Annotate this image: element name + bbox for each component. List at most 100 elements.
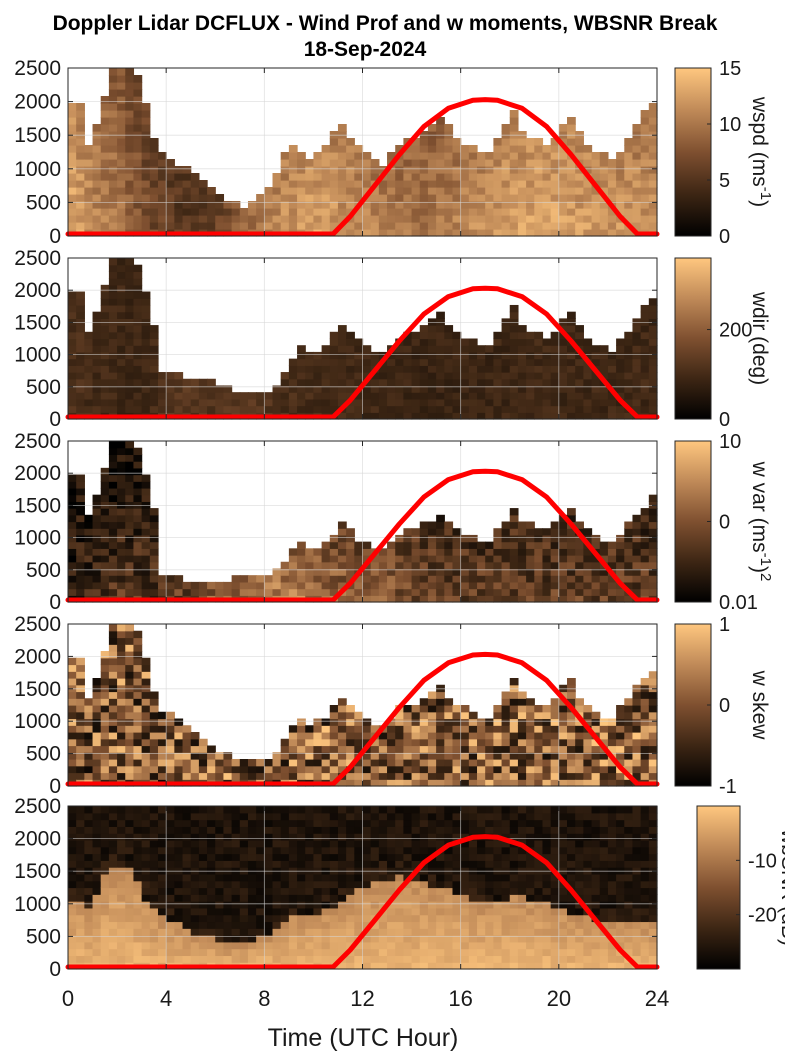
heatmap-cell <box>485 738 494 747</box>
heatmap-cell <box>403 907 413 916</box>
heatmap-cell <box>337 194 347 202</box>
heatmap-cell <box>329 873 339 882</box>
heatmap-cell <box>100 664 110 672</box>
heatmap-cell <box>231 819 241 827</box>
heatmap-cell <box>648 124 658 132</box>
heatmap-cell <box>452 880 462 889</box>
heatmap-cell <box>68 588 77 596</box>
heatmap-cell <box>100 372 110 380</box>
heatmap-cell <box>583 405 593 413</box>
heatmap-cell <box>509 412 519 420</box>
heatmap-cell <box>477 948 486 957</box>
heatmap-cell <box>215 392 225 400</box>
heatmap-cell <box>534 392 544 400</box>
heatmap-cell <box>452 928 462 936</box>
heatmap-cell <box>337 338 347 346</box>
heatmap-cell <box>558 338 568 346</box>
heatmap-cell <box>346 705 355 713</box>
heatmap-cell <box>247 765 257 774</box>
heatmap-cell <box>419 887 429 895</box>
heatmap-cell <box>174 812 184 821</box>
heatmap-cell <box>141 508 151 516</box>
y-tick-label: 2000 <box>14 91 61 114</box>
heatmap-cell <box>444 955 454 963</box>
heatmap-cell <box>607 173 617 181</box>
heatmap-cell <box>182 860 192 868</box>
heatmap-cell <box>117 575 126 583</box>
heatmap-cell <box>648 110 658 118</box>
heatmap-cell <box>68 846 77 855</box>
heatmap-cell <box>558 365 568 373</box>
heatmap-cell <box>387 732 396 740</box>
heatmap-cell <box>133 358 143 366</box>
heatmap-cell <box>427 215 437 223</box>
heatmap-cell <box>607 166 617 174</box>
heatmap-cell <box>624 338 634 346</box>
heatmap-cell <box>76 215 85 223</box>
heatmap-cell <box>92 311 102 319</box>
heatmap-cell <box>256 581 265 590</box>
heatmap-cell <box>485 935 494 943</box>
heatmap-cell <box>297 928 306 936</box>
heatmap-cell <box>141 291 151 299</box>
heatmap-cell <box>387 955 396 963</box>
heatmap-cell <box>550 201 560 209</box>
heatmap-cell <box>108 487 118 496</box>
heatmap-cell <box>149 392 159 400</box>
heatmap-cell <box>100 561 110 570</box>
heatmap-cell <box>125 68 135 76</box>
heatmap-cell <box>444 853 454 861</box>
heatmap-cell <box>321 358 331 366</box>
heatmap-cell <box>231 405 241 413</box>
heatmap-cell <box>493 385 503 393</box>
heatmap-cell <box>387 948 396 957</box>
heatmap-cell <box>190 208 200 216</box>
heatmap-cell <box>517 338 527 346</box>
heatmap-cell <box>558 345 568 353</box>
heatmap-cell <box>329 358 339 366</box>
heatmap-cell <box>452 338 462 346</box>
heatmap-cell <box>239 887 249 895</box>
heatmap-cell <box>149 914 159 923</box>
heatmap-cell <box>427 331 437 340</box>
heatmap-cell <box>329 880 339 889</box>
heatmap-cell <box>436 514 445 523</box>
heatmap-cell <box>509 117 519 125</box>
heatmap-cell <box>591 358 601 366</box>
heatmap-cell <box>149 698 159 706</box>
heatmap-cell <box>68 901 77 909</box>
heatmap-cell <box>452 378 462 387</box>
heatmap-cell <box>108 89 118 97</box>
y-tick-label: 500 <box>26 191 61 214</box>
heatmap-cell <box>256 812 265 821</box>
heatmap-cell <box>468 935 478 943</box>
heatmap-cell <box>280 819 290 827</box>
heatmap-cell <box>133 901 143 909</box>
heatmap-cell <box>485 166 494 174</box>
heatmap-cell <box>68 907 77 916</box>
heatmap-cell <box>517 222 527 230</box>
heatmap-cell <box>117 494 126 502</box>
heatmap-cell <box>92 187 102 195</box>
heatmap-cell <box>395 765 404 774</box>
heatmap-cell <box>68 338 77 346</box>
heatmap-cell <box>370 928 380 936</box>
heatmap-cell <box>288 806 298 814</box>
heatmap-cell <box>468 405 478 413</box>
heatmap-cell <box>542 201 552 209</box>
heatmap-cell <box>207 887 216 895</box>
heatmap-cell <box>517 765 527 774</box>
heatmap-cell <box>346 955 355 963</box>
heatmap-cell <box>575 180 584 188</box>
heatmap-cell <box>395 914 404 923</box>
heatmap-cell <box>616 187 625 195</box>
heatmap-cell <box>567 765 576 774</box>
heatmap-cell <box>68 110 77 118</box>
heatmap-cell <box>387 222 396 230</box>
heatmap-cell <box>297 194 306 202</box>
heatmap-cell <box>133 752 143 760</box>
heatmap-cell <box>354 833 364 841</box>
heatmap-cell <box>108 651 118 659</box>
heatmap-cell <box>411 229 421 237</box>
heatmap-cell <box>558 711 568 720</box>
